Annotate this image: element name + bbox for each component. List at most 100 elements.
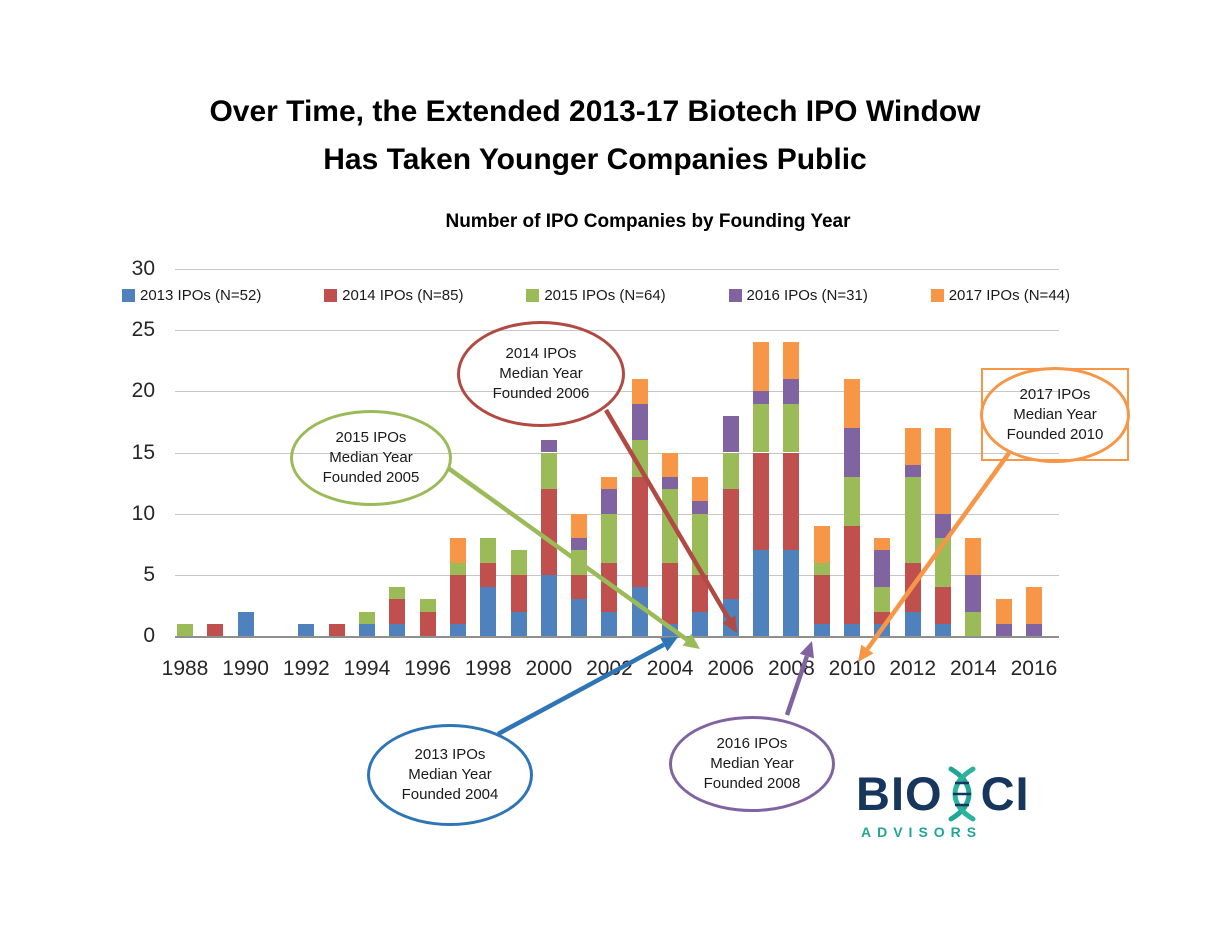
bar-segment xyxy=(692,611,709,636)
legend-item: 2016 IPOs (N=31) xyxy=(728,287,868,304)
annotation-text-line: Founded 2005 xyxy=(322,469,420,486)
bar-segment xyxy=(874,550,891,588)
bar-segment xyxy=(662,452,679,477)
bar-segment xyxy=(510,611,527,636)
bar-segment xyxy=(207,623,224,636)
bar-segment xyxy=(874,611,891,624)
bar-segment xyxy=(662,562,679,624)
annotation-text-line: Median Year xyxy=(710,755,794,772)
annotation-text-line: 2014 IPOs xyxy=(505,345,577,362)
annotation-text-line: 2017 IPOs xyxy=(1019,386,1091,403)
bar-segment xyxy=(874,623,891,636)
bar-segment xyxy=(783,452,800,551)
bar-segment xyxy=(328,623,345,636)
bar-segment xyxy=(813,562,830,575)
bar-segment xyxy=(783,379,800,404)
bar-segment xyxy=(298,623,315,636)
dna-helix-icon xyxy=(948,766,976,822)
bar-segment xyxy=(571,538,588,551)
bar-segment xyxy=(631,476,648,588)
legend-item: 2015 IPOs (N=64) xyxy=(526,287,666,304)
x-tick-label: 2006 xyxy=(707,657,755,680)
y-tick-label: 10 xyxy=(131,501,155,525)
annotation-text-line: Founded 2010 xyxy=(1006,426,1104,443)
annotation-text-line: Founded 2004 xyxy=(401,786,499,803)
bar-segment xyxy=(177,623,193,636)
bar-segment xyxy=(662,623,679,636)
x-tick-label: 2014 xyxy=(949,657,997,680)
page-title-line1: Over Time, the Extended 2013-17 Biotech … xyxy=(209,95,981,128)
gridline xyxy=(175,330,1059,332)
bar-segment xyxy=(631,379,648,404)
bar-segment xyxy=(935,513,951,539)
legend-swatch xyxy=(122,289,135,302)
bar-segment xyxy=(904,476,921,563)
y-tick-label: 0 xyxy=(143,624,155,647)
bar-segment xyxy=(571,513,588,539)
bar-segment xyxy=(601,489,618,514)
page-title-line2: Has Taken Younger Companies Public xyxy=(323,143,867,176)
bar-segment xyxy=(692,574,709,612)
annotation-text-line: 2013 IPOs xyxy=(414,746,486,763)
bar-segment xyxy=(601,476,618,490)
annotation-text-line: Founded 2006 xyxy=(492,385,590,402)
legend-label: 2017 IPOs (N=44) xyxy=(948,287,1070,304)
bar-segment xyxy=(844,428,861,477)
bar-segment xyxy=(904,464,921,477)
x-tick-label: 1992 xyxy=(282,657,330,680)
bar-segment xyxy=(844,525,861,624)
chart-title: Number of IPO Companies by Founding Year xyxy=(445,211,851,232)
legend-label: 2014 IPOs (N=85) xyxy=(342,287,464,304)
bar-segment xyxy=(449,562,466,575)
bar-segment xyxy=(935,538,951,588)
bar-segment xyxy=(722,415,739,453)
bar-segment xyxy=(813,525,830,563)
bar-segment xyxy=(510,550,527,575)
bar-segment xyxy=(237,611,254,636)
bar-segment xyxy=(844,379,861,429)
legend-swatch xyxy=(526,289,540,302)
y-tick-label: 15 xyxy=(131,440,155,464)
legend-swatch xyxy=(324,289,338,302)
bar-segment xyxy=(571,550,588,575)
biosci-logo: BIO CI ADVISORS xyxy=(856,766,1030,840)
legend-label: 2015 IPOs (N=64) xyxy=(544,287,666,304)
bar-segment xyxy=(844,623,861,636)
bar-segment xyxy=(753,391,770,404)
bar-segment xyxy=(571,574,588,600)
bar-segment xyxy=(540,489,557,575)
annotation-text-line: Median Year xyxy=(499,365,583,382)
x-tick-label: 2010 xyxy=(828,657,876,680)
bar-segment xyxy=(692,476,709,502)
bar-segment xyxy=(1025,587,1042,624)
y-tick-label: 30 xyxy=(131,257,155,280)
annotation-ellipse: 2014 IPOs Median Year Founded 2006 xyxy=(457,321,625,427)
bar-segment xyxy=(480,587,497,636)
logo-wordmark: BIO CI xyxy=(856,766,1030,822)
bar-segment xyxy=(449,623,466,636)
bar-segment xyxy=(874,587,891,612)
legend-item: 2014 IPOs (N=85) xyxy=(324,287,463,304)
annotation-arrow-head xyxy=(660,637,678,652)
legend-label: 2013 IPOs (N=52) xyxy=(140,287,262,304)
annotation-text-line: Median Year xyxy=(329,449,413,466)
bar-segment xyxy=(935,428,951,514)
bar-segment xyxy=(935,587,951,624)
logo-text-bio: BIO xyxy=(856,767,943,820)
bar-segment xyxy=(540,440,557,453)
x-tick-label: 1996 xyxy=(404,657,451,680)
bar-segment xyxy=(722,489,739,600)
bar-segment xyxy=(753,403,770,453)
bar-segment xyxy=(419,599,436,612)
x-tick-label: 1990 xyxy=(222,657,269,680)
bar-segment xyxy=(631,440,648,477)
annotation-text-line: Median Year xyxy=(1013,406,1097,423)
chart-legend: 2013 IPOs (N=52) 2014 IPOs (N=85) 2015 IPO… xyxy=(122,287,1070,304)
legend-swatch xyxy=(728,289,742,302)
bar-segment xyxy=(753,342,770,392)
annotation-arrow-head xyxy=(799,641,814,659)
bar-segment xyxy=(935,623,951,636)
bar-segment xyxy=(389,599,406,624)
bar-segment xyxy=(874,538,891,551)
